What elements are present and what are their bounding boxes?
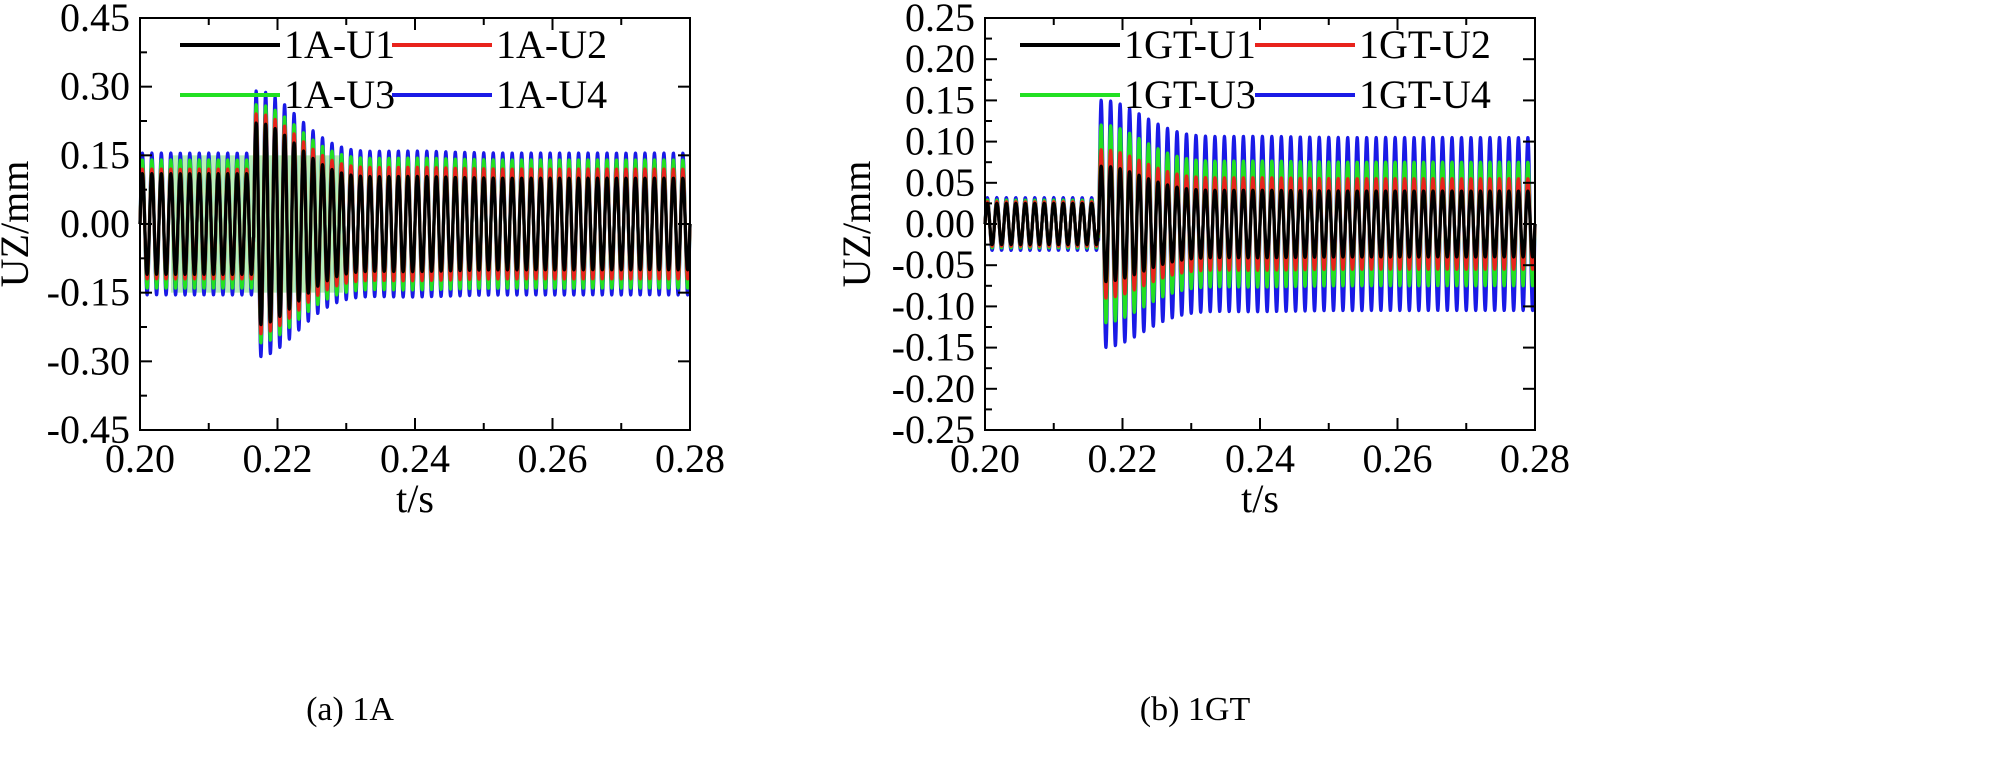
y-tick-label: 0.05 [905, 160, 975, 205]
y-tick-label: -0.15 [47, 270, 130, 315]
y-tick-label: -0.25 [892, 407, 975, 452]
y-tick-label: -0.10 [892, 283, 975, 328]
legend-label-1gt-u3: 1GT-U3 [1124, 72, 1256, 117]
y-tick-label: -0.15 [892, 325, 975, 370]
series-line-1a-u1 [138, 121, 692, 327]
legend-label-1a-u1: 1A-U1 [284, 22, 395, 67]
legend-label-1gt-u4: 1GT-U4 [1359, 72, 1491, 117]
axis-ticks: 0.20 0.22 0.24 0.26 0.28 0.45 0.30 0.15 0.00 -0.1… [47, 0, 725, 481]
y-tick-label: 0.20 [905, 36, 975, 81]
y-tick-label: 0.15 [60, 132, 130, 177]
x-tick-label: 0.22 [243, 436, 313, 481]
legend: 1GT-U1 1GT-U2 1GT-U3 1GT-U4 [1020, 22, 1491, 117]
y-tick-label: 0.00 [60, 201, 130, 246]
y-tick-label: -0.45 [47, 407, 130, 452]
x-tick-label: 0.20 [950, 436, 1020, 481]
x-tick-label: 0.24 [380, 436, 450, 481]
x-tick-label: 0.28 [1500, 436, 1570, 481]
legend-label-1a-u4: 1A-U4 [496, 72, 607, 117]
x-tick-label: 0.20 [105, 436, 175, 481]
series-group [983, 98, 1537, 349]
y-tick-label: 0.15 [905, 77, 975, 122]
x-axis-title: t/s [1241, 476, 1279, 521]
y-tick-label: 0.30 [60, 64, 130, 109]
series-line-1gt-u1 [983, 164, 1537, 284]
panel-1a: 0.20 0.22 0.24 0.26 0.28 0.45 0.30 0.15 0.00 -0.1… [0, 0, 725, 728]
y-tick-label: -0.30 [47, 338, 130, 383]
y-tick-label: 0.45 [60, 0, 130, 40]
x-axis-title: t/s [396, 476, 434, 521]
legend-label-1a-u3: 1A-U3 [284, 72, 395, 117]
x-tick-label: 0.22 [1088, 436, 1158, 481]
series-group [138, 89, 692, 359]
legend-label-1gt-u1: 1GT-U1 [1124, 22, 1256, 67]
y-axis-title: UZ/mm [0, 161, 37, 288]
legend: 1A-U1 1A-U2 1A-U3 1A-U4 [180, 22, 607, 117]
x-tick-label: 0.24 [1225, 436, 1295, 481]
y-axis-title: UZ/mm [834, 161, 879, 288]
y-tick-label: -0.20 [892, 366, 975, 411]
panel-caption: (b) 1GT [1140, 691, 1251, 728]
panel-caption: (a) 1A [306, 691, 394, 728]
legend-label-1gt-u2: 1GT-U2 [1359, 22, 1491, 67]
panel-1gt: 0.20 0.22 0.24 0.26 0.280.250.200.150.100.05… [834, 0, 1570, 728]
x-tick-label: 0.28 [655, 436, 725, 481]
y-tick-label: -0.05 [892, 242, 975, 287]
x-tick-label: 0.26 [1363, 436, 1433, 481]
y-tick-label: 0.00 [905, 201, 975, 246]
x-tick-label: 0.26 [518, 436, 588, 481]
axis-ticks: 0.20 0.22 0.24 0.26 0.280.250.200.150.100.05… [892, 0, 1570, 481]
y-tick-label: 0.25 [905, 0, 975, 40]
legend-label-1a-u2: 1A-U2 [496, 22, 607, 67]
y-tick-label: 0.10 [905, 119, 975, 164]
